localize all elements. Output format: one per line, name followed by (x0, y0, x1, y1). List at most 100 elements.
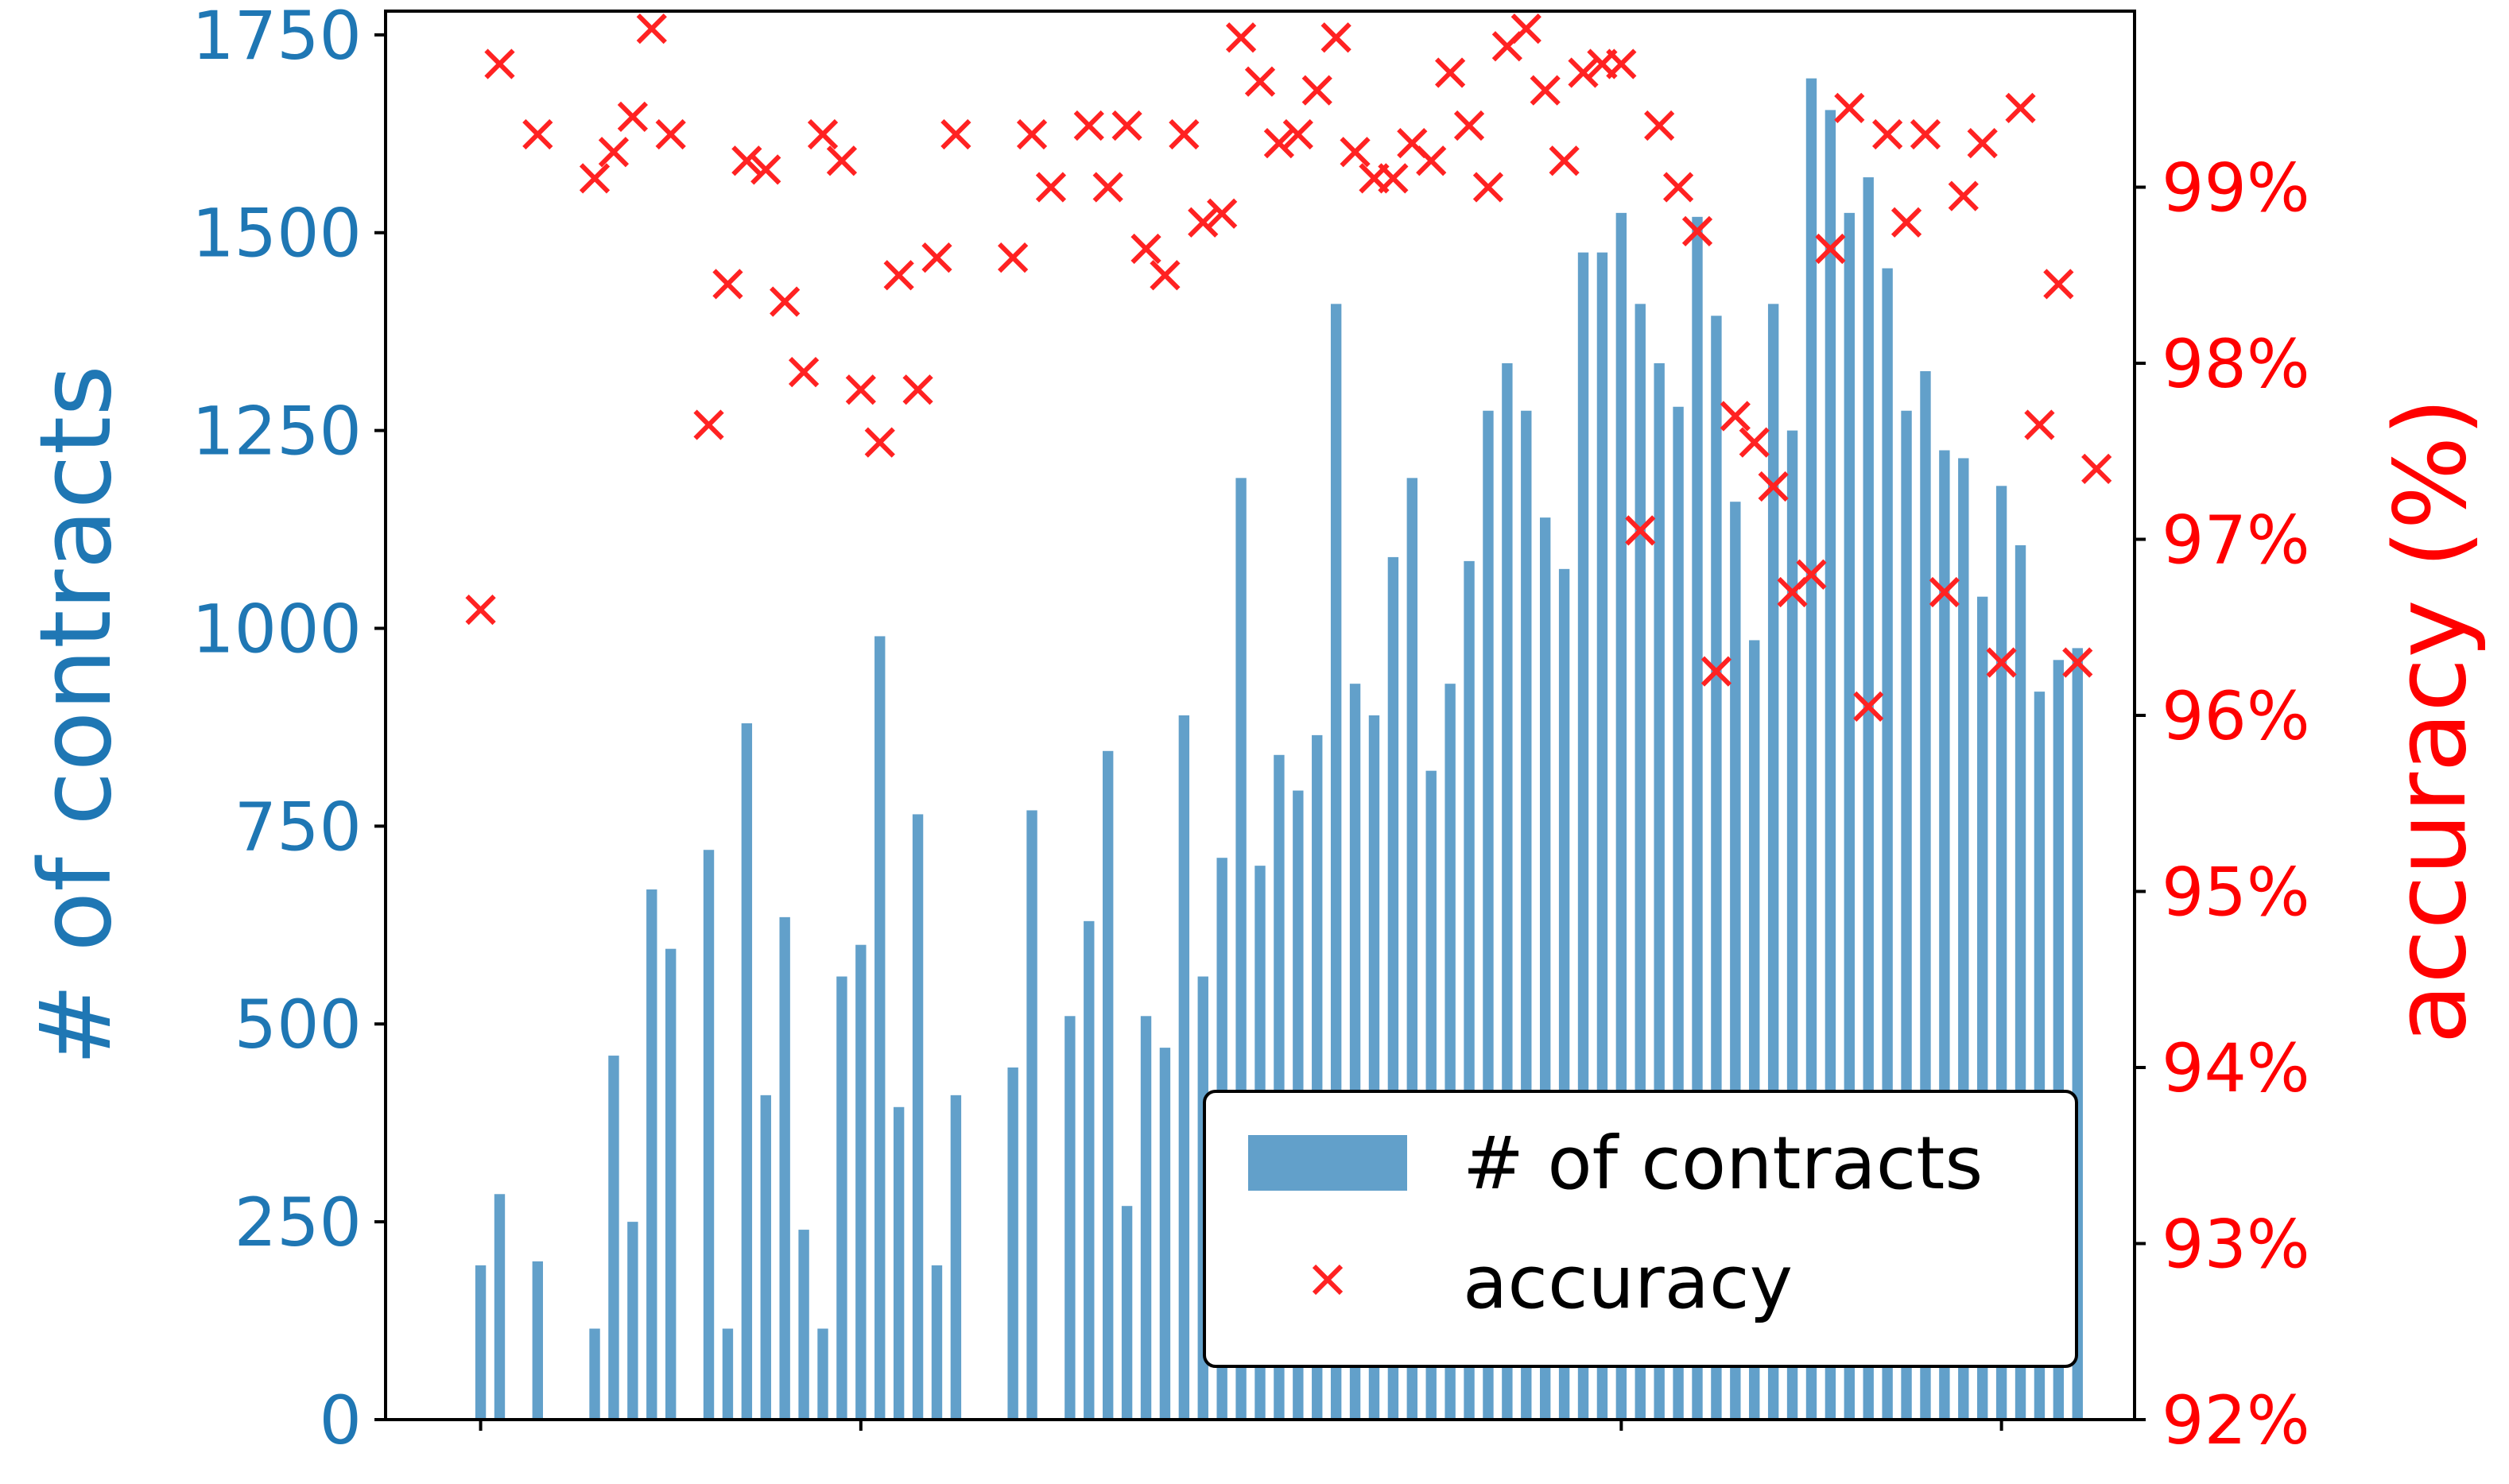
accuracy-marker (465, 594, 496, 626)
bar (874, 636, 886, 1420)
accuracy-marker (712, 269, 743, 300)
bar (646, 889, 657, 1420)
left-tick-label: 1250 (192, 393, 362, 471)
bar (1159, 1048, 1171, 1420)
accuracy-marker (1225, 22, 1257, 53)
accuracy-marker (1130, 233, 1161, 265)
bar (779, 916, 790, 1420)
accuracy-marker (1720, 401, 1751, 432)
accuracy-marker (826, 145, 858, 176)
bar (1103, 750, 1114, 1420)
accuracy-marker (1282, 118, 1313, 150)
accuracy-marker (1150, 260, 1181, 291)
bar (912, 814, 924, 1420)
accuracy-marker (998, 242, 1029, 273)
accuracy-marker (1416, 145, 1447, 176)
ticks-layer: 0 250 500 750 1000 1250 1500 1750 92% 93% 94% 95% 96… (192, 0, 2309, 1459)
right-tick-label: 93% (2162, 1206, 2310, 1284)
bar (741, 723, 753, 1420)
left-tick-label: 250 (235, 1184, 362, 1261)
accuracy-marker (1796, 559, 1827, 590)
accuracy-marker (1301, 75, 1332, 106)
bar (1084, 920, 1095, 1420)
accuracy-marker (1853, 691, 1884, 723)
right-tick-label: 94% (2162, 1029, 2310, 1107)
bar (608, 1056, 619, 1420)
bar (950, 1095, 962, 1420)
accuracy-marker (1606, 48, 1637, 79)
bar (931, 1265, 943, 1420)
bar (836, 976, 847, 1420)
accuracy-marker (1378, 163, 1409, 194)
accuracy-marker (940, 118, 971, 150)
left-tick-label: 0 (320, 1381, 362, 1459)
accuracy-marker (2005, 92, 2036, 123)
right-tick-label: 95% (2162, 854, 2310, 932)
accuracy-marker (902, 374, 933, 405)
accuracy-marker (1207, 198, 1238, 229)
accuracy-marker (1758, 471, 1789, 502)
accuracy-marker (1834, 92, 1865, 123)
bar (1805, 78, 1817, 1420)
legend-accuracy-label: accuracy (1463, 1240, 1793, 1325)
left-tick-label: 1500 (192, 195, 362, 273)
accuracy-marker (1662, 172, 1694, 203)
right-tick-label: 92% (2162, 1381, 2310, 1459)
accuracy-marker (2043, 269, 2074, 300)
accuracy-marker (1188, 207, 1219, 238)
accuracy-markers-layer (465, 14, 2112, 723)
accuracy-marker (845, 374, 876, 405)
bar (893, 1106, 905, 1420)
bar (855, 944, 867, 1420)
legend: # of contracts accuracy (1203, 1090, 2078, 1368)
bar (760, 1095, 771, 1420)
accuracy-marker (1872, 118, 1903, 150)
left-tick-label: 1000 (192, 590, 362, 668)
left-tick-label: 1750 (192, 0, 362, 75)
accuracy-marker (2081, 453, 2112, 485)
accuracy-marker (1472, 172, 1504, 203)
accuracy-marker (522, 118, 553, 150)
accuracy-marker (807, 118, 839, 150)
bar (1121, 1206, 1133, 1420)
accuracy-marker (864, 427, 895, 458)
accuracy-marker (1929, 576, 1960, 608)
accuracy-marker (693, 409, 724, 440)
accuracy-marker (1510, 14, 1541, 45)
accuracy-marker (1073, 110, 1104, 141)
accuracy-marker (2024, 409, 2055, 440)
accuracy-marker (1435, 57, 1466, 88)
accuracy-marker (1568, 57, 1599, 88)
accuracy-marker (750, 154, 781, 185)
legend-bar-label: # of contracts (1463, 1121, 1983, 1206)
accuracy-marker (788, 356, 820, 388)
accuracy-marker (770, 286, 801, 317)
accuracy-marker (1169, 118, 1200, 150)
accuracy-marker (1890, 207, 1922, 238)
accuracy-marker (579, 163, 611, 194)
accuracy-marker (1948, 180, 1979, 211)
accuracy-marker (1340, 137, 1371, 168)
legend-accuracy-marker (1312, 1264, 1344, 1296)
bar (532, 1261, 543, 1420)
accuracy-marker (655, 118, 686, 150)
legend-box (1203, 1090, 2078, 1368)
accuracy-marker (617, 101, 648, 133)
accuracy-marker (484, 48, 515, 79)
bar (722, 1328, 734, 1420)
bar (1064, 1016, 1076, 1420)
right-tick-label: 98% (2162, 325, 2310, 403)
accuracy-marker (598, 137, 630, 168)
bar (1026, 810, 1037, 1420)
legend-cross-icon (1312, 1264, 1344, 1296)
bar (798, 1230, 809, 1420)
bar (1178, 715, 1190, 1420)
accuracy-marker (1739, 427, 1770, 458)
bar (475, 1265, 487, 1420)
right-axis-title: accuracy (%) (2374, 397, 2488, 1044)
accuracy-marker (1111, 110, 1142, 141)
left-tick-label: 500 (235, 986, 362, 1064)
bar (703, 850, 715, 1420)
accuracy-marker (636, 14, 667, 45)
